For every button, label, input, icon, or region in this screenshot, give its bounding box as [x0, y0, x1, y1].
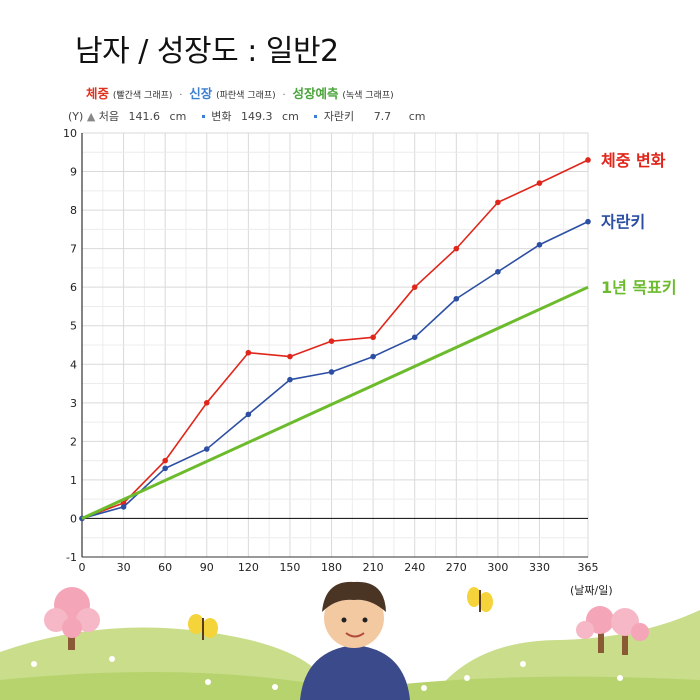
legend-weight-label: 체중 — [86, 86, 110, 101]
data-point — [585, 218, 591, 225]
data-point — [411, 284, 418, 290]
change-unit: cm — [282, 110, 299, 123]
data-point — [245, 349, 252, 356]
data-point — [245, 411, 252, 418]
data-point — [162, 465, 168, 472]
legend-separator: · — [179, 90, 183, 101]
legend-predict-desc: (녹색 그래프) — [342, 91, 394, 101]
bullet-icon — [201, 114, 205, 118]
start-label: 처음 — [98, 110, 120, 123]
legend-line: 체중 (빨간색 그래프) · 신장 (파란색 그래프) · 성장예측 (녹색 그… — [86, 83, 394, 102]
legend-weight-desc: (빨간색 그래프) — [112, 91, 173, 101]
y-tick-label: 0 — [70, 512, 77, 525]
series-label: 1년 목표키 — [601, 278, 677, 297]
change-value: 149.3 — [241, 110, 273, 123]
x-tick-label: 150 — [279, 561, 300, 574]
series-label: 자란키 — [601, 213, 645, 232]
x-tick-label: 330 — [529, 561, 550, 574]
hill-back — [0, 672, 700, 700]
data-point — [162, 457, 168, 464]
y-tick-label: 7 — [70, 243, 77, 256]
tree-left — [44, 587, 100, 650]
x-tick-label: 60 — [158, 561, 172, 574]
x-tick-label: 120 — [238, 561, 259, 574]
scenery — [0, 581, 700, 700]
x-tick-label: 90 — [200, 561, 214, 574]
x-unit-label: (날짜/일) — [570, 583, 613, 597]
data-point — [370, 334, 376, 341]
data-point — [370, 353, 376, 360]
legend-height-desc: (파란색 그래프) — [216, 91, 276, 101]
butterfly-icon — [467, 587, 493, 612]
y-tick-label: -1 — [66, 551, 77, 564]
grow-value: 7.7 — [373, 110, 392, 123]
legend-separator: · — [282, 90, 286, 101]
change-label: 변화 — [211, 110, 232, 123]
y-tick-label: 4 — [70, 358, 77, 371]
y-tick-label: 1 — [70, 474, 77, 487]
grow-unit: cm — [408, 110, 426, 123]
data-point — [328, 338, 335, 344]
y-tick-label: 9 — [70, 166, 77, 179]
data-point — [287, 376, 293, 383]
series-label: 체중 변화 — [601, 151, 666, 170]
data-point — [287, 353, 293, 360]
data-point — [536, 180, 543, 186]
data-point — [203, 446, 210, 452]
y-tick-label: 8 — [70, 204, 77, 217]
grow-label: 자란키 — [323, 110, 355, 123]
legend-predict-label: 성장예측 — [292, 86, 339, 101]
data-point — [453, 295, 460, 302]
butterfly-icon — [188, 614, 218, 640]
x-tick-label: 365 — [578, 561, 599, 574]
x-tick-label: 210 — [363, 561, 384, 574]
y-tick-label: 2 — [70, 435, 77, 448]
tree-right — [576, 606, 649, 655]
data-point — [328, 369, 335, 375]
grid — [81, 132, 589, 558]
y-tick-label: 10 — [63, 127, 77, 140]
y-tick-label: 3 — [70, 397, 77, 410]
x-tick-label: 30 — [117, 561, 131, 574]
flower-icons — [31, 656, 623, 691]
y-tick-label: 6 — [70, 281, 77, 294]
bullet-icon — [314, 114, 318, 118]
series — [79, 157, 591, 522]
x-tick-label: 300 — [487, 561, 508, 574]
start-unit: cm — [169, 110, 187, 123]
data-point — [585, 157, 591, 163]
x-tick-label: 0 — [79, 561, 86, 574]
x-tick-label: 240 — [404, 561, 425, 574]
data-point — [120, 504, 127, 510]
data-point — [536, 241, 543, 248]
data-point — [495, 199, 501, 206]
boy-illustration — [300, 581, 410, 700]
legend-height-label: 신장 — [189, 86, 213, 101]
data-point — [495, 268, 501, 275]
y-unit-label: (Y) — [68, 110, 84, 123]
up-arrow-icon: ▲ — [86, 110, 96, 123]
stats-line: (Y) ▲ 처음 141.6 cm 변화 149.3 cm 자란키 7.7 cm — [68, 108, 429, 124]
series-line — [81, 285, 589, 520]
x-tick-label: 180 — [321, 561, 342, 574]
data-point — [411, 334, 418, 341]
y-tick-label: 5 — [70, 320, 77, 333]
data-point — [453, 245, 460, 252]
x-tick-label: 270 — [446, 561, 467, 574]
start-value: 141.6 — [128, 110, 161, 123]
data-point — [203, 400, 210, 406]
page-title: 남자 / 성장도 : 일반2 — [75, 34, 339, 69]
